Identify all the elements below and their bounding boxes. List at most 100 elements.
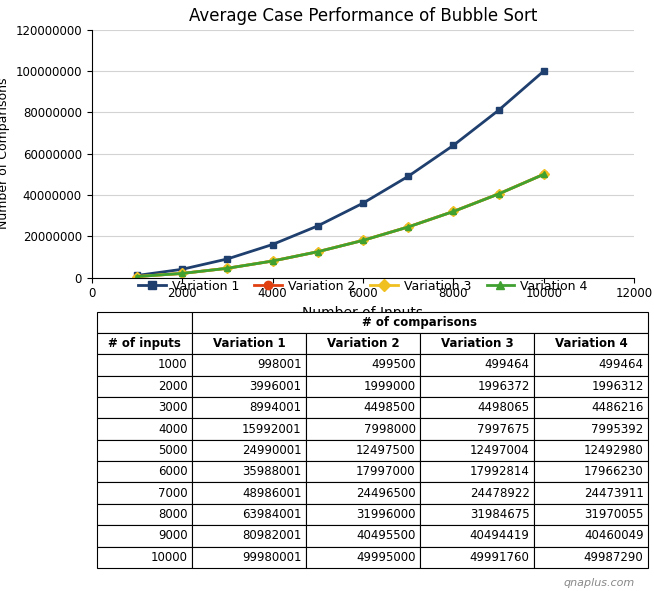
Bar (420, 547, 534, 568)
Text: 7997675: 7997675 (477, 423, 530, 436)
Text: 2000: 2000 (158, 380, 188, 393)
Text: # of inputs: # of inputs (108, 337, 181, 350)
Text: 12492980: 12492980 (584, 444, 644, 457)
X-axis label: Number of Inputs: Number of Inputs (302, 306, 424, 320)
Text: 49987290: 49987290 (584, 551, 644, 564)
Text: 17966230: 17966230 (584, 465, 644, 478)
Bar (97, 376, 192, 397)
Bar (420, 376, 534, 397)
Text: 4000: 4000 (158, 423, 188, 436)
Text: 17997000: 17997000 (356, 465, 416, 478)
Bar (192, 461, 306, 482)
Bar (534, 376, 648, 397)
Text: 15992001: 15992001 (242, 423, 301, 436)
Text: 48986001: 48986001 (242, 486, 301, 499)
Text: Variation 2: Variation 2 (326, 337, 400, 350)
Text: 31996000: 31996000 (356, 508, 416, 521)
Text: 12497004: 12497004 (470, 444, 530, 457)
Bar (420, 418, 534, 440)
Bar (192, 354, 306, 376)
Bar (534, 525, 648, 547)
Bar (97, 504, 192, 525)
Bar (420, 397, 534, 418)
Bar (534, 461, 648, 482)
Bar (97, 482, 192, 504)
Bar (97, 397, 192, 418)
Y-axis label: Number of Comparisons: Number of Comparisons (0, 78, 10, 229)
Bar (420, 440, 534, 461)
Bar (192, 525, 306, 547)
Bar (306, 333, 420, 354)
Text: 6000: 6000 (158, 465, 188, 478)
Bar (97, 547, 192, 568)
Text: 80982001: 80982001 (242, 530, 301, 543)
Text: 17992814: 17992814 (470, 465, 530, 478)
Title: Average Case Performance of Bubble Sort: Average Case Performance of Bubble Sort (189, 7, 537, 25)
Bar (306, 418, 420, 440)
Text: 12497500: 12497500 (356, 444, 416, 457)
Text: 40494419: 40494419 (470, 530, 530, 543)
Bar (306, 525, 420, 547)
Bar (97, 461, 192, 482)
Bar (420, 504, 534, 525)
Bar (534, 482, 648, 504)
Bar (534, 418, 648, 440)
Bar (306, 397, 420, 418)
Text: 499500: 499500 (371, 358, 416, 371)
Bar (97, 418, 192, 440)
Text: 1999000: 1999000 (364, 380, 416, 393)
Text: qnaplus.com: qnaplus.com (563, 578, 634, 588)
Bar (306, 547, 420, 568)
Bar (306, 461, 420, 482)
Bar (97, 333, 192, 354)
Text: 8994001: 8994001 (250, 401, 301, 414)
Text: 40495500: 40495500 (356, 530, 416, 543)
Bar (192, 376, 306, 397)
Bar (420, 461, 534, 482)
Text: 3996001: 3996001 (250, 380, 301, 393)
Bar (192, 547, 306, 568)
Text: 4498500: 4498500 (364, 401, 416, 414)
Bar (97, 311, 192, 333)
Text: 1996372: 1996372 (477, 380, 530, 393)
Text: 24478922: 24478922 (470, 486, 530, 499)
Text: 35988001: 35988001 (243, 465, 301, 478)
Text: 1996312: 1996312 (591, 380, 644, 393)
Bar (192, 504, 306, 525)
Text: 499464: 499464 (485, 358, 530, 371)
Bar (534, 397, 648, 418)
Text: 7998000: 7998000 (364, 423, 416, 436)
Bar (97, 354, 192, 376)
Bar (97, 440, 192, 461)
Text: 40460049: 40460049 (584, 530, 644, 543)
Bar (306, 440, 420, 461)
Bar (306, 504, 420, 525)
Text: 49991760: 49991760 (470, 551, 530, 564)
Text: 1000: 1000 (158, 358, 188, 371)
Bar (306, 354, 420, 376)
Bar (534, 333, 648, 354)
Text: 24473911: 24473911 (584, 486, 644, 499)
Text: 7995392: 7995392 (591, 423, 644, 436)
Text: 4498065: 4498065 (477, 401, 530, 414)
Text: 9000: 9000 (158, 530, 188, 543)
Bar (192, 333, 306, 354)
Text: # of comparisons: # of comparisons (362, 316, 477, 329)
Bar (192, 440, 306, 461)
Text: 5000: 5000 (158, 444, 188, 457)
Bar (420, 354, 534, 376)
Bar (306, 482, 420, 504)
Text: 7000: 7000 (158, 486, 188, 499)
Text: 24990001: 24990001 (242, 444, 301, 457)
Bar (534, 440, 648, 461)
Text: Variation 3: Variation 3 (441, 337, 513, 350)
Bar (420, 333, 534, 354)
Text: 99980001: 99980001 (242, 551, 301, 564)
Text: 31970055: 31970055 (584, 508, 644, 521)
Text: Variation 1: Variation 1 (213, 337, 285, 350)
Bar (420, 482, 534, 504)
Text: 63984001: 63984001 (242, 508, 301, 521)
Bar (192, 397, 306, 418)
Bar (534, 504, 648, 525)
Text: Variation 4: Variation 4 (555, 337, 627, 350)
